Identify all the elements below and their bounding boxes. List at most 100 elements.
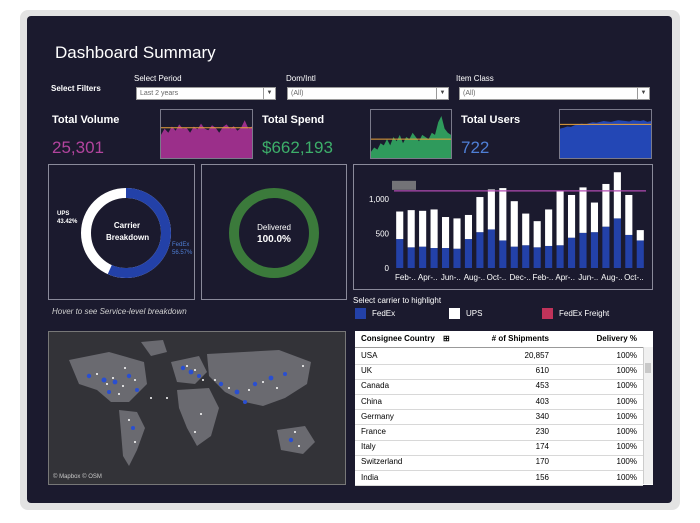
table-scrollbar[interactable] [643,347,653,484]
table-row[interactable]: India 156 100% [355,470,643,487]
cell-shipments: 174 [535,442,549,452]
x-tick-label: Feb-.. [395,273,416,282]
fedex-bar[interactable] [441,248,450,268]
table-row[interactable]: China 403 100% [355,394,643,411]
ups-bar[interactable] [419,210,427,247]
fedex-bar[interactable] [545,245,553,268]
period-dropdown[interactable]: Last 2 years ▼ [136,87,276,100]
itemclass-dropdown[interactable]: (All) ▼ [459,87,650,100]
table-row[interactable]: Switzerland 170 100% [355,454,643,471]
north-america-shape [69,352,147,402]
map-credit: © Mapbox © OSM [53,474,102,480]
sparkline-area [371,116,451,158]
fedex-bar[interactable] [396,239,404,268]
fedex-bar[interactable] [510,246,518,268]
fedex-bar[interactable] [590,232,599,268]
fedex-bar[interactable] [464,239,473,268]
table-row[interactable]: USA 20,857 100% [355,348,643,365]
x-tick-label: Apr-.. [555,273,575,282]
ups-bar[interactable] [487,189,495,230]
ups-bar[interactable] [441,217,450,249]
fedex-bar[interactable] [625,234,633,268]
fedex-bar[interactable] [487,229,495,268]
page-title: Dashboard Summary [55,43,216,62]
filters-label: Select Filters [51,84,101,93]
delivered-center: Delivered 100.0% [242,222,306,246]
fedex-bar[interactable] [419,246,427,268]
total-volume-label: Total Volume [52,114,120,126]
fedex-swatch [355,308,366,319]
ups-bar[interactable] [556,190,564,246]
ups-bar[interactable] [545,209,553,246]
cell-shipments: 403 [535,396,549,406]
total-users-value: 722 [461,138,490,157]
fedex-bar[interactable] [499,240,507,268]
ups-bar[interactable] [590,202,599,233]
fedex-bar[interactable] [579,232,587,268]
ups-bar[interactable] [533,221,541,248]
ups-bar[interactable] [453,218,461,249]
ups-bar[interactable] [476,197,484,233]
table-row[interactable]: France 230 100% [355,424,643,441]
cell-delivery: 100% [616,396,637,406]
total-spend-value: $662,193 [262,138,333,157]
fedex-bar[interactable] [636,240,644,268]
cell-delivery: 100% [616,351,637,360]
ups-bar[interactable] [613,172,621,219]
ups-bar[interactable] [510,201,518,247]
fedex-bar[interactable] [567,237,576,268]
cell-delivery: 100% [616,366,637,376]
legend-ups-label: UPS [466,309,483,318]
fedex-bar[interactable] [430,248,438,268]
col-header-country[interactable]: Consignee Country [361,334,435,343]
cell-country: India [361,472,379,482]
ups-bar[interactable] [602,183,610,227]
table-row[interactable]: Canada 453 100% [355,378,643,395]
domintl-dropdown-value: (All) [291,90,304,97]
shipments-map[interactable]: © Mapbox © OSM [48,331,346,485]
ups-bar[interactable] [407,210,415,248]
fedex-bar[interactable] [453,248,461,268]
ups-bar[interactable] [464,214,473,240]
col-header-shipments[interactable]: # of Shipments [491,334,549,343]
sort-icon[interactable]: ⊞ [443,334,450,343]
fedex-bar[interactable] [533,247,541,268]
fedex-donut-name: FedEx [172,242,190,248]
fedex-bar[interactable] [407,247,415,268]
ups-bar[interactable] [636,230,644,241]
ups-donut-pct: 43.42% [57,219,78,225]
table-row[interactable]: Italy 174 100% [355,439,643,456]
cell-delivery: 100% [616,457,637,467]
cell-country: China [361,396,382,406]
table-row[interactable]: Germany 340 100% [355,409,643,426]
fedex-bar[interactable] [613,218,621,268]
carrier-donut[interactable] [49,165,194,299]
landmasses [69,340,315,466]
fedex-bar[interactable] [522,245,530,268]
col-header-delivery[interactable]: Delivery % [596,334,637,343]
fedex-bar[interactable] [556,245,564,268]
ups-bar[interactable] [522,213,530,246]
reference-line-tooltip [392,180,416,190]
fedex-bar[interactable] [476,232,484,268]
ups-bar[interactable] [625,194,633,235]
delivered-panel: Delivered 100.0% [201,164,347,300]
ups-bar[interactable] [579,187,587,233]
ups-bar[interactable] [567,194,576,238]
x-tick-label: Jun-.. [441,273,461,282]
fedex-bar[interactable] [602,226,610,268]
fedex-slice[interactable] [81,188,171,278]
cell-delivery: 100% [616,442,637,452]
ups-bar[interactable] [396,211,404,240]
table-row[interactable]: UK 610 100% [355,363,643,380]
ups-bar[interactable] [430,209,438,249]
x-tick-label: Oct-.. [487,273,507,282]
ups-swatch [449,308,460,319]
carrier-donut-subtitle: Breakdown [106,233,150,242]
ups-bar[interactable] [499,188,507,241]
delivered-label: Delivered [257,223,291,232]
domintl-dropdown[interactable]: (All) ▼ [287,87,449,100]
carrier-donut-title: Carrier [113,221,141,230]
table-scrollbar-thumb[interactable] [645,363,651,373]
